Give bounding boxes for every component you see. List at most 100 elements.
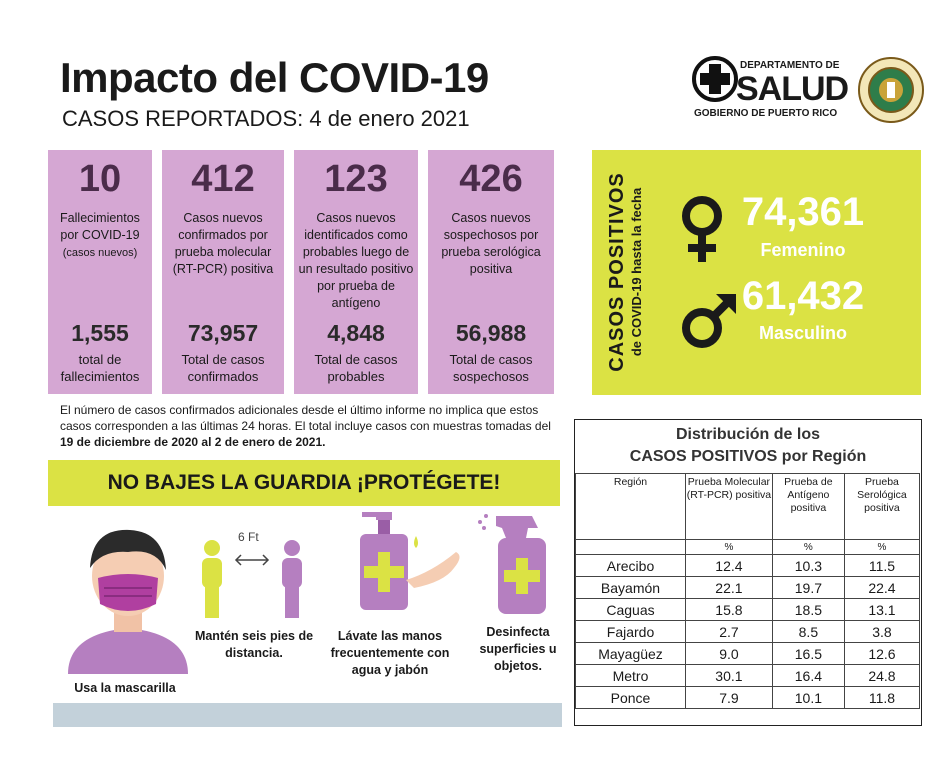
total-confirmed-label: Total de casos confirmados	[181, 352, 265, 384]
cross-logo-icon	[692, 56, 738, 102]
note-dates: 19 de diciembre de 2020 al 2 de enero de…	[60, 435, 326, 449]
region-name: Fajardo	[575, 620, 686, 643]
column-header-molecular: Prueba Molecular (RT-PCR) positiva	[685, 473, 773, 540]
caption-distance: Mantén seis pies de distancia.	[194, 629, 314, 660]
positive-cases-heading: CASOS POSITIVOS de COVID-19 hasta la fec…	[606, 160, 652, 384]
molecular-pct: 15.8	[685, 598, 773, 621]
serology-pct: 11.5	[843, 554, 921, 577]
units-cell: %	[685, 539, 773, 555]
serology-pct: 24.8	[843, 664, 921, 687]
units-cell: %	[843, 539, 921, 555]
new-suspected-label: Casos nuevos sospechosos por prueba sero…	[441, 211, 541, 276]
region-name: Arecibo	[575, 554, 686, 577]
molecular-pct: 22.1	[685, 576, 773, 599]
units-cell: %	[771, 539, 845, 555]
female-cases-value: 74,361	[741, 190, 865, 234]
new-deaths-note: (casos nuevos)	[62, 247, 138, 259]
page-title: Impacto del COVID-19	[60, 54, 489, 101]
table-row: Ponce 7.9 10.1 11.8	[575, 686, 921, 709]
logo-department: DEPARTAMENTO DE	[740, 60, 840, 71]
antigen-pct: 18.5	[771, 598, 845, 621]
social-distance-icon	[202, 540, 302, 618]
antigen-pct: 8.5	[771, 620, 845, 643]
stat-card-probable: 123 Casos nuevos identificados como prob…	[294, 150, 418, 394]
molecular-pct: 30.1	[685, 664, 773, 687]
serology-pct: 13.1	[843, 598, 921, 621]
new-deaths-value: 10	[78, 158, 122, 200]
region-name: Ponce	[575, 686, 686, 709]
molecular-pct: 12.4	[685, 554, 773, 577]
table-row: Fajardo 2.7 8.5 3.8	[575, 620, 921, 643]
table-row: Caguas 15.8 18.5 13.1	[575, 598, 921, 621]
antigen-pct: 16.5	[771, 642, 845, 665]
caption-disinfect: Desinfecta superficies u objetos.	[479, 625, 557, 673]
female-symbol-icon	[682, 196, 722, 262]
note-text: El número de casos confirmados adicional…	[60, 403, 551, 433]
total-probable-value: 4,848	[327, 320, 385, 346]
column-header-antigen: Prueba de Antígeno positiva	[771, 473, 845, 540]
total-deaths-value: 1,555	[71, 320, 129, 346]
total-probable-label: Total de casos probables	[314, 352, 398, 384]
male-cases-label: Masculino	[758, 323, 847, 343]
male-cases-value: 61,432	[741, 274, 865, 318]
new-suspected-value: 426	[459, 158, 523, 200]
region-name: Caguas	[575, 598, 686, 621]
table-row: Bayamón 22.1 19.7 22.4	[575, 576, 921, 599]
serology-pct: 3.8	[843, 620, 921, 643]
distance-label: 6 Ft	[238, 530, 259, 544]
puerto-rico-seal-icon	[858, 57, 924, 123]
antigen-pct: 10.1	[771, 686, 845, 709]
female-cases-label: Femenino	[760, 240, 846, 260]
report-note: El número de casos confirmados adicional…	[60, 402, 560, 450]
total-confirmed-value: 73,957	[187, 320, 259, 346]
region-name: Metro	[575, 664, 686, 687]
new-probable-label: Casos nuevos identificados como probable…	[298, 211, 414, 310]
region-table: Región Prueba Molecular (RT-PCR) positiv…	[575, 473, 921, 709]
stat-card-confirmed: 412 Casos nuevos confirmados por prueba …	[162, 150, 284, 394]
positive-cases-subtitle: de COVID-19 hasta la fecha	[629, 187, 644, 357]
hand-soap-icon	[360, 512, 460, 610]
new-deaths-text: Fallecimientos por COVID-19	[60, 211, 140, 242]
positive-cases-panel	[592, 150, 921, 395]
caption-mask: Usa la mascarilla	[74, 681, 176, 695]
region-distribution-panel: Distribución de los CASOS POSITIVOS por …	[574, 419, 922, 726]
table-row: Metro 30.1 16.4 24.8	[575, 664, 921, 687]
antigen-pct: 10.3	[771, 554, 845, 577]
molecular-pct: 7.9	[685, 686, 773, 709]
logo-government: GOBIERNO DE PUERTO RICO	[694, 108, 838, 119]
antigen-pct: 19.7	[771, 576, 845, 599]
total-suspected-label: Total de casos sospechosos	[449, 352, 533, 384]
distribution-title-line1: Distribución de los	[675, 426, 820, 443]
salud-logo: DEPARTAMENTO DE SALUD GOBIERNO DE PUERTO…	[690, 52, 849, 122]
column-header-serology: Prueba Serológica positiva	[843, 473, 921, 540]
antigen-pct: 16.4	[771, 664, 845, 687]
report-date: CASOS REPORTADOS: 4 de enero 2021	[62, 106, 470, 131]
distribution-title-line2: CASOS POSITIVOS por Región	[629, 448, 867, 465]
serology-pct: 22.4	[843, 576, 921, 599]
molecular-pct: 2.7	[685, 620, 773, 643]
total-suspected-value: 56,988	[455, 320, 527, 346]
new-confirmed-value: 412	[191, 158, 255, 200]
units-cell-empty	[575, 539, 686, 555]
new-probable-value: 123	[324, 158, 388, 200]
footer-bar	[53, 703, 562, 727]
new-confirmed-label: Casos nuevos confirmados por prueba mole…	[172, 211, 274, 276]
distribution-title: Distribución de los CASOS POSITIVOS por …	[575, 424, 921, 468]
male-symbol-icon	[682, 294, 736, 348]
table-row: Mayagüez 9.0 16.5 12.6	[575, 642, 921, 665]
total-deaths-label: total de fallecimientos	[60, 352, 140, 384]
region-name: Mayagüez	[575, 642, 686, 665]
stat-card-deaths: 10 Fallecimientos por COVID-19 (casos nu…	[48, 150, 152, 394]
region-name: Bayamón	[575, 576, 686, 599]
column-header-region: Región	[575, 473, 686, 540]
stat-card-suspected: 426 Casos nuevos sospechosos por prueba …	[428, 150, 554, 394]
prevention-banner: NO BAJES LA GUARDIA ¡PROTÉGETE!	[48, 460, 560, 506]
mask-person-icon	[68, 529, 188, 674]
units-row: % % %	[575, 539, 921, 555]
molecular-pct: 9.0	[685, 642, 773, 665]
disinfectant-spray-icon	[478, 514, 546, 614]
serology-pct: 12.6	[843, 642, 921, 665]
table-header-row: Región Prueba Molecular (RT-PCR) positiv…	[575, 473, 921, 540]
logo-salud: SALUD	[736, 70, 849, 108]
positive-cases-title: CASOS POSITIVOS	[606, 172, 628, 372]
